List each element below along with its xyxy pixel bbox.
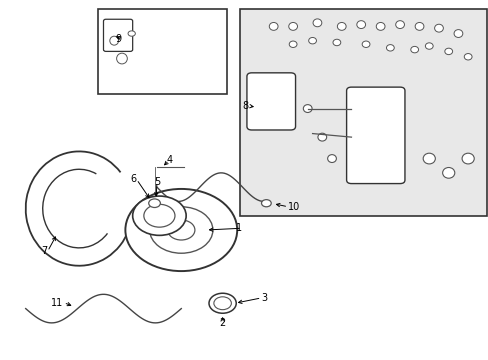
FancyBboxPatch shape (246, 73, 295, 130)
Text: 3: 3 (261, 293, 267, 303)
Text: 6: 6 (130, 174, 136, 184)
Text: 5: 5 (154, 177, 160, 187)
Ellipse shape (410, 46, 418, 53)
FancyBboxPatch shape (346, 87, 404, 184)
Ellipse shape (461, 153, 473, 164)
Ellipse shape (395, 21, 404, 28)
Ellipse shape (303, 105, 311, 112)
Circle shape (148, 199, 160, 207)
Ellipse shape (442, 167, 454, 178)
Circle shape (213, 297, 231, 310)
Ellipse shape (269, 22, 278, 30)
Ellipse shape (312, 19, 321, 27)
Ellipse shape (422, 153, 434, 164)
Circle shape (261, 200, 271, 207)
Ellipse shape (116, 53, 127, 64)
Text: 7: 7 (41, 247, 47, 256)
Text: 4: 4 (166, 156, 172, 165)
Ellipse shape (362, 41, 369, 48)
Ellipse shape (288, 22, 297, 30)
Circle shape (132, 196, 186, 235)
Circle shape (149, 207, 212, 253)
Circle shape (125, 189, 237, 271)
Ellipse shape (453, 30, 462, 37)
Ellipse shape (356, 21, 365, 28)
Text: 9: 9 (116, 34, 122, 44)
Ellipse shape (337, 22, 346, 30)
Text: 2: 2 (219, 318, 225, 328)
Text: 11: 11 (51, 297, 63, 307)
Circle shape (167, 220, 195, 240)
Ellipse shape (327, 155, 336, 162)
Circle shape (208, 293, 236, 313)
Ellipse shape (414, 22, 423, 30)
Bar (239, 9, 486, 216)
Ellipse shape (463, 54, 471, 60)
Circle shape (143, 204, 175, 227)
Ellipse shape (425, 43, 432, 49)
Ellipse shape (317, 133, 326, 141)
Ellipse shape (444, 48, 452, 55)
Ellipse shape (288, 41, 296, 48)
Text: 10: 10 (287, 202, 300, 212)
Ellipse shape (332, 39, 340, 46)
Ellipse shape (110, 36, 118, 45)
Ellipse shape (386, 45, 393, 51)
Ellipse shape (375, 22, 384, 30)
Ellipse shape (128, 31, 135, 36)
FancyBboxPatch shape (103, 19, 132, 51)
Text: 1: 1 (236, 223, 242, 233)
Ellipse shape (308, 37, 316, 44)
Ellipse shape (434, 24, 443, 32)
Bar (98, 9, 226, 94)
Text: 8: 8 (242, 101, 248, 111)
